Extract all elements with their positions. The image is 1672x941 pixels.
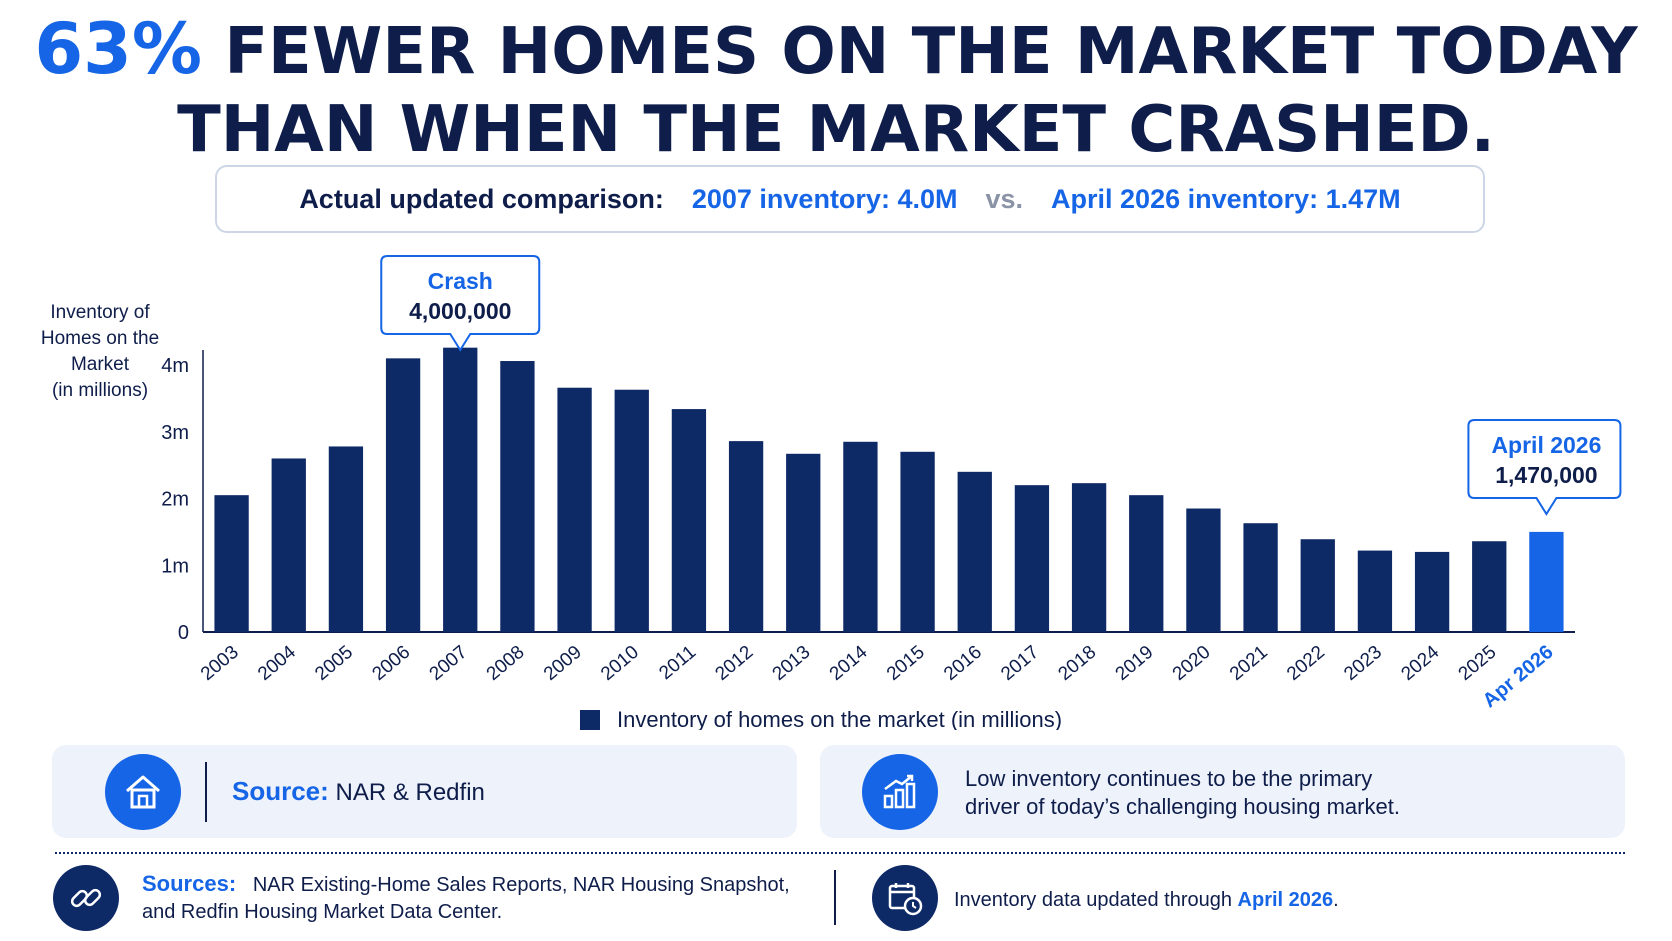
bar bbox=[786, 453, 821, 632]
x-tick-label: 2012 bbox=[711, 642, 757, 685]
annotation-value: 1,470,000 bbox=[1495, 462, 1597, 488]
house-icon bbox=[105, 754, 181, 830]
bar bbox=[671, 409, 707, 632]
y-tick-label: 2m bbox=[161, 489, 189, 511]
comparison-box: Actual updated comparison: 2007 inventor… bbox=[215, 165, 1485, 233]
footer-updated: Inventory data updated through April 202… bbox=[954, 887, 1339, 913]
y-axis-label-line: Inventory of bbox=[50, 302, 150, 323]
comparison-label: Actual updated comparison: bbox=[299, 183, 664, 214]
note-text: Low inventory continues to be the primar… bbox=[965, 765, 1400, 820]
y-axis-label-line: Market bbox=[71, 354, 130, 375]
footer-divider bbox=[834, 870, 836, 925]
y-tick-label: 0 bbox=[178, 622, 189, 644]
note-line-1: Low inventory continues to be the primar… bbox=[965, 766, 1373, 791]
bar bbox=[1014, 485, 1050, 632]
bar bbox=[957, 471, 992, 632]
x-tick-label: 2010 bbox=[597, 642, 643, 685]
footer-sources-key: Sources: bbox=[142, 871, 237, 896]
bar bbox=[271, 458, 306, 632]
y-axis-label-line: (in millions) bbox=[52, 380, 148, 401]
x-tick-label: 2006 bbox=[368, 642, 414, 685]
link-icon bbox=[53, 865, 119, 931]
x-tick-label: 2023 bbox=[1340, 642, 1386, 685]
comparison-left: 2007 inventory: 4.0M bbox=[691, 183, 958, 214]
x-tick-label: 2013 bbox=[769, 642, 815, 685]
bar-chart-up-icon bbox=[862, 754, 938, 830]
y-tick-label: 3m bbox=[161, 422, 189, 444]
annotation-callout bbox=[380, 255, 541, 352]
bar bbox=[500, 361, 535, 632]
x-tick-label: 2020 bbox=[1169, 642, 1215, 685]
y-axis-label-line: Homes on the bbox=[41, 328, 159, 349]
note-line-2: driver of today’s challenging housing ma… bbox=[965, 793, 1400, 819]
source-key: Source: bbox=[232, 776, 329, 806]
x-tick-label: 2017 bbox=[997, 642, 1043, 685]
x-tick-label: 2011 bbox=[655, 642, 700, 684]
footer-sources: Sources: NAR Existing-Home Sales Reports… bbox=[142, 870, 790, 925]
bar bbox=[1129, 495, 1164, 632]
bar bbox=[557, 387, 592, 632]
x-tick-label: 2009 bbox=[540, 642, 586, 685]
bar bbox=[1300, 539, 1335, 632]
bar bbox=[900, 451, 935, 632]
legend-swatch bbox=[580, 710, 600, 730]
x-tick-label: 2018 bbox=[1054, 642, 1100, 685]
legend-label: Inventory of homes on the market (in mil… bbox=[617, 707, 1062, 730]
comparison-vs: vs. bbox=[985, 183, 1024, 214]
bar bbox=[1472, 541, 1507, 632]
dotted-separator bbox=[55, 852, 1625, 854]
footer-updated-value: April 2026 bbox=[1237, 889, 1334, 911]
bar bbox=[443, 347, 478, 632]
y-tick-label: 1m bbox=[161, 555, 189, 577]
note-card bbox=[820, 745, 1625, 838]
x-tick-label: 2019 bbox=[1112, 642, 1158, 685]
bar bbox=[614, 389, 649, 632]
x-tick-label: 2022 bbox=[1283, 642, 1329, 685]
footer-sources-line-2: and Redfin Housing Market Data Center. bbox=[142, 900, 503, 923]
annotation-title: April 2026 bbox=[1491, 432, 1601, 458]
x-tick-label: 2007 bbox=[426, 642, 472, 685]
inventory-bar-chart: Inventory of Homes on the Market (in millio… bbox=[41, 255, 1622, 730]
bar bbox=[843, 441, 878, 632]
x-tick-label: 2015 bbox=[883, 642, 929, 685]
x-tick-label: 2008 bbox=[483, 642, 529, 685]
headline-line-1: 63% FEWER HOMES ON THE MARKET TODAY bbox=[0, 14, 1672, 84]
headline-percent: 63% bbox=[34, 8, 203, 90]
bar bbox=[385, 358, 421, 632]
bar bbox=[1243, 523, 1278, 632]
annotation-callout bbox=[1467, 419, 1622, 516]
footer-updated-prefix: Inventory data updated through bbox=[954, 889, 1238, 911]
source-text: Source: NAR & Redfin bbox=[232, 776, 485, 807]
comparison-right: April 2026 inventory: 1.47M bbox=[1051, 183, 1401, 214]
calendar-clock-icon bbox=[872, 865, 938, 931]
source-divider bbox=[205, 762, 207, 822]
bar bbox=[728, 441, 764, 632]
bar bbox=[214, 495, 249, 632]
footer-updated-suffix: . bbox=[1333, 889, 1339, 911]
x-tick-label: 2025 bbox=[1455, 642, 1501, 685]
y-tick-label: 4m bbox=[161, 355, 189, 377]
annotation-title: Crash bbox=[428, 268, 493, 294]
x-tick-label: 2014 bbox=[826, 641, 872, 685]
bar bbox=[1357, 550, 1393, 632]
x-tick-label: 2024 bbox=[1397, 641, 1443, 685]
annotation-value: 4,000,000 bbox=[409, 298, 511, 324]
bar bbox=[1071, 483, 1107, 632]
bar bbox=[1414, 551, 1450, 632]
x-tick-label: 2021 bbox=[1226, 642, 1272, 685]
bar bbox=[328, 446, 364, 632]
footer-sources-line-1: NAR Existing-Home Sales Reports, NAR Hou… bbox=[252, 874, 790, 896]
x-tick-label: 2005 bbox=[311, 642, 357, 685]
headline: 63% FEWER HOMES ON THE MARKET TODAY THAN… bbox=[0, 14, 1672, 162]
bar bbox=[1529, 531, 1564, 632]
source-value: NAR & Redfin bbox=[328, 779, 485, 806]
bar bbox=[1186, 508, 1221, 632]
x-tick-label: 2016 bbox=[940, 642, 986, 685]
x-tick-label: 2004 bbox=[254, 641, 300, 685]
headline-line-1-text: FEWER HOMES ON THE MARKET TODAY bbox=[202, 15, 1638, 89]
headline-line-2: THAN WHEN THE MARKET CRASHED. bbox=[177, 93, 1495, 167]
x-tick-label: 2003 bbox=[197, 642, 243, 685]
